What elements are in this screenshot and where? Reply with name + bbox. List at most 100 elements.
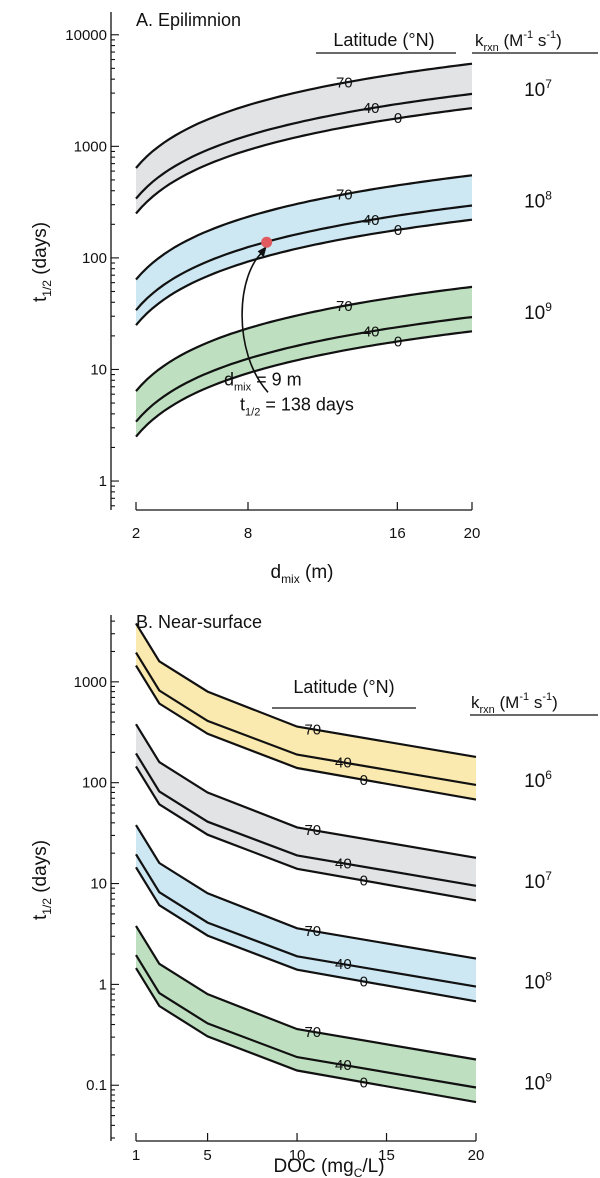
krxn-header-part: -1 — [542, 691, 552, 703]
latitude-label: 0 — [394, 333, 402, 350]
y-tick-label: 10 — [90, 361, 107, 378]
y-tick-label: 0.1 — [86, 1077, 107, 1094]
x-axis-label-part: /L) — [362, 1156, 384, 1177]
krxn-value-label-part: 9 — [545, 300, 552, 314]
shaded-band — [136, 63, 472, 214]
krxn-value-label-part: 10 — [524, 771, 545, 792]
shaded-band — [136, 925, 476, 1103]
highlight-point — [261, 236, 273, 248]
x-axis-label: dmix (m) — [270, 562, 333, 586]
krxn-value-label-part: 8 — [545, 188, 552, 202]
series-line-lat-0 — [135, 107, 473, 215]
series-line-lat-70 — [135, 174, 473, 281]
chart-title: A. Epilimnion — [136, 10, 241, 30]
krxn-header-part: ) — [556, 31, 562, 50]
series-line-lat-0 — [135, 218, 473, 326]
y-tick-label: 100 — [82, 250, 107, 267]
latitude-label: 0 — [360, 772, 368, 789]
highlight-label-line2-part: t — [240, 394, 245, 414]
y-tick-label: 1000 — [74, 138, 107, 155]
series-line-lat-70 — [135, 622, 477, 758]
latitude-label: 40 — [335, 956, 352, 973]
latitude-header: Latitude (°N) — [293, 677, 394, 697]
highlight-label-line2-part: 1/2 — [245, 406, 260, 418]
krxn-header-part: -1 — [523, 29, 533, 41]
series-line-lat-70 — [135, 925, 477, 1061]
krxn-value-label-part: 7 — [545, 77, 552, 91]
latitude-label: 0 — [360, 973, 368, 990]
series-line-lat-40 — [135, 954, 477, 1089]
krxn-header-part: s — [529, 693, 542, 712]
x-tick-label: 2 — [132, 525, 140, 542]
krxn-header-part: k — [471, 693, 480, 712]
krxn-value-label-part: 8 — [545, 970, 552, 984]
x-axis-label-part: d — [270, 562, 281, 583]
series-line-lat-0 — [135, 330, 473, 438]
krxn-value-label: 109 — [524, 1070, 552, 1094]
krxn-group-9: 70 40 0 109 — [135, 925, 552, 1104]
latitude-label: 0 — [360, 1074, 368, 1091]
latitude-label: 70 — [336, 298, 353, 315]
y-tick-label: 1 — [99, 976, 107, 993]
highlight-annotation: dmix = 9 mt1/2 = 138 days — [224, 236, 354, 418]
x-tick-label: 1 — [132, 1147, 140, 1164]
latitude-label: 70 — [304, 822, 321, 839]
shaded-band — [136, 175, 472, 326]
shaded-band — [136, 623, 476, 800]
series-line-lat-40 — [135, 853, 477, 988]
y-tick-label: 10000 — [65, 27, 107, 44]
latitude-label: 0 — [394, 222, 402, 239]
krxn-value-label-part: 10 — [524, 973, 545, 994]
latitude-label: 40 — [363, 323, 380, 340]
krxn-header-part: -1 — [546, 29, 556, 41]
series-line-lat-40 — [135, 316, 473, 423]
highlight-label-line1-part: d — [224, 369, 234, 389]
highlight-label-line2-part: = 138 days — [260, 394, 354, 414]
series-line-lat-70 — [135, 285, 473, 392]
series-line-lat-40 — [135, 652, 477, 786]
latitude-label: 70 — [304, 923, 321, 940]
krxn-header-part: -1 — [519, 691, 529, 703]
highlight-label-line1: dmix = 9 m — [224, 369, 302, 393]
latitude-label: 70 — [336, 186, 353, 203]
krxn-header-part: ) — [552, 693, 558, 712]
krxn-value-label-part: 10 — [524, 303, 545, 324]
arrow-head — [257, 246, 267, 258]
highlight-label-line1-part: mix — [234, 381, 252, 393]
krxn-value-label-part: 10 — [524, 1073, 545, 1094]
x-tick-label: 8 — [244, 525, 252, 542]
series-line-lat-0 — [135, 967, 477, 1104]
x-tick-label: 10 — [289, 1147, 306, 1164]
krxn-value-label-part: 10 — [524, 872, 545, 893]
series-line-lat-70 — [135, 824, 477, 960]
krxn-value-label-part: 10 — [524, 80, 545, 101]
series-line-lat-70 — [135, 62, 473, 169]
highlight-label-line1-part: = 9 m — [251, 369, 302, 389]
latitude-label: 70 — [304, 721, 321, 738]
y-axis-label: t1/2 (days) — [30, 840, 54, 920]
krxn-value-label-part: 6 — [545, 768, 552, 782]
krxn-value-label: 108 — [524, 970, 552, 994]
x-axis-label: DOC (mgC/L) — [273, 1156, 384, 1178]
y-axis-label-part: t — [30, 296, 51, 302]
y-axis-label-part: 1/2 — [40, 280, 54, 297]
y-axis-label: t1/2 (days) — [30, 222, 54, 302]
y-axis-label-part: (days) — [30, 222, 51, 280]
y-axis-label-part: t — [30, 914, 51, 920]
highlight-label-line2: t1/2 = 138 days — [240, 394, 354, 418]
shaded-band — [136, 286, 472, 437]
krxn-header-part: s — [533, 31, 546, 50]
krxn-header-part: rxn — [480, 704, 495, 716]
y-tick-label: 100 — [82, 775, 107, 792]
krxn-header: krxn (M-1 s-1) — [471, 691, 558, 716]
y-tick-label: 1000 — [74, 674, 107, 691]
shaded-band — [136, 825, 476, 1002]
krxn-header-part: (M — [495, 693, 520, 712]
x-tick-label: 20 — [468, 1147, 485, 1164]
latitude-label: 0 — [360, 873, 368, 890]
latitude-label: 70 — [336, 75, 353, 92]
